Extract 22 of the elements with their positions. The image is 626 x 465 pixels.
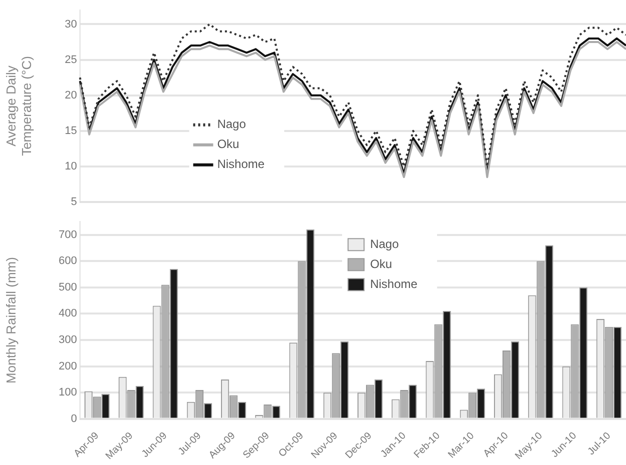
- legend-label: Oku: [370, 256, 392, 271]
- y-tick-label: 300: [58, 334, 77, 346]
- legend-label: Nishome: [370, 276, 418, 291]
- y-tick-label: 100: [58, 386, 77, 399]
- y-tick-label: 600: [58, 255, 77, 268]
- legend-label: Nago: [370, 236, 400, 251]
- legend-label: Oku: [217, 137, 240, 152]
- y-tick-label: 700: [58, 228, 77, 241]
- legend-label: Nishome: [217, 157, 265, 172]
- y-tick-label: 0: [70, 412, 77, 425]
- y-tick-label: 500: [58, 281, 77, 294]
- y-tick-label: 5: [70, 196, 77, 208]
- y-tick-label: 10: [64, 160, 77, 172]
- y-tick-label: 15: [64, 124, 77, 137]
- legend-label: Nago: [217, 117, 246, 132]
- y-tick-label: 200: [58, 360, 77, 372]
- y-tick-label: 400: [58, 308, 77, 320]
- y-tick-label: 20: [64, 89, 77, 102]
- y-tick-label: 30: [64, 18, 77, 30]
- y-axis-title: Monthly Rainfall (mm): [3, 257, 18, 384]
- y-axis-title: Average Daily Temperature (°C): [3, 56, 34, 156]
- y-tick-label: 25: [64, 54, 77, 66]
